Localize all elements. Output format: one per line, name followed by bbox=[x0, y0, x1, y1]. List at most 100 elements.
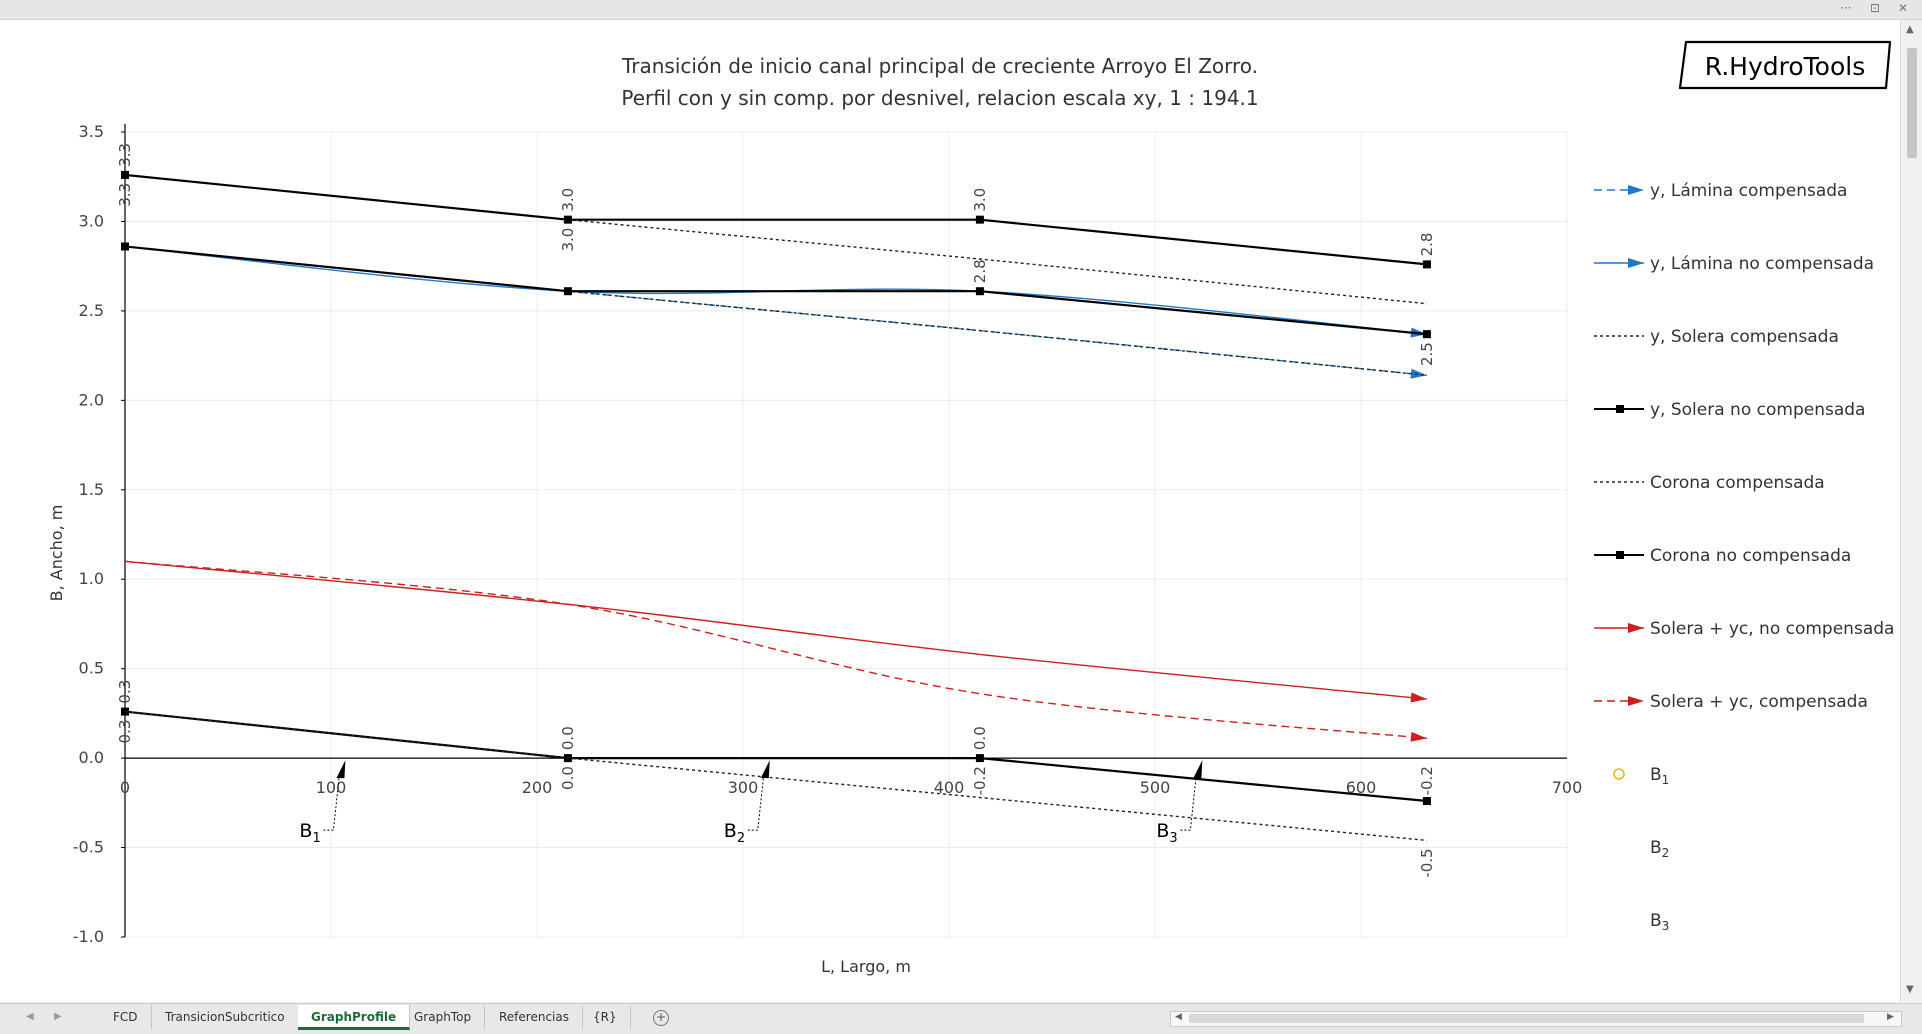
legend[interactable]: y, Lámina compensada y, Lámina no compens… bbox=[1594, 181, 1894, 933]
logo-text: R.HydroTools bbox=[1705, 52, 1866, 81]
legend-marker bbox=[1613, 768, 1625, 780]
add-sheet-button[interactable]: + bbox=[653, 1010, 669, 1026]
data-point bbox=[975, 754, 984, 763]
x-tick-label: 0 bbox=[120, 778, 130, 797]
legend-item-5[interactable]: Corona compensada bbox=[1594, 473, 1825, 493]
horizontal-scrollbar[interactable]: ◀ ▶ bbox=[1170, 1011, 1902, 1027]
next-sheet-icon[interactable]: ▶ bbox=[54, 1011, 62, 1022]
arrow-head bbox=[1410, 368, 1427, 379]
b-markers: B1 B2 B3 bbox=[299, 760, 1203, 846]
tab-transicion-subcritico[interactable]: TransicionSubcritico bbox=[152, 1005, 299, 1029]
data-label: 3.3 bbox=[116, 183, 134, 207]
x-tick-label: 200 bbox=[522, 778, 553, 797]
legend-marker bbox=[1628, 258, 1644, 268]
b-marker-leader bbox=[323, 774, 340, 831]
scroll-right-icon[interactable]: ▶ bbox=[1887, 1012, 1894, 1022]
legend-item-b3[interactable]: B3 bbox=[1650, 911, 1669, 933]
data-point bbox=[563, 215, 572, 224]
tab-r[interactable]: {R} bbox=[580, 1005, 631, 1029]
prev-sheet-icon[interactable]: ◀ bbox=[26, 1011, 34, 1022]
data-point bbox=[1422, 260, 1431, 269]
restore-icon[interactable]: ⊡ bbox=[1870, 1, 1881, 15]
data-label: -0.5 bbox=[1418, 848, 1436, 877]
b-marker-leader bbox=[747, 774, 765, 831]
legend-label: y, Lámina no compensada bbox=[1650, 254, 1874, 274]
chart-area[interactable]: Transición de inicio canal principal de … bbox=[0, 20, 1900, 1002]
close-icon[interactable]: ✕ bbox=[1898, 1, 1909, 15]
y-tick-label: 0.0 bbox=[79, 748, 104, 767]
y-tick-label: -1.0 bbox=[73, 927, 104, 946]
series-6-path bbox=[124, 173, 1428, 266]
legend-item-1[interactable]: y, Lámina compensada bbox=[1594, 181, 1847, 201]
data-label: 0.0 bbox=[559, 726, 577, 750]
scroll-left-icon[interactable]: ◀ bbox=[1175, 1012, 1182, 1022]
data-label: 0.0 bbox=[559, 766, 577, 790]
b-marker-2: B2 bbox=[724, 760, 770, 846]
legend-label: B3 bbox=[1650, 911, 1669, 933]
legend-item-b1[interactable]: B1 bbox=[1613, 765, 1669, 787]
more-icon[interactable]: ··· bbox=[1840, 1, 1852, 15]
series-7 bbox=[124, 560, 1427, 703]
legend-item-3[interactable]: y, Solera compensada bbox=[1594, 327, 1839, 347]
y-tick-label: 3.5 bbox=[79, 122, 104, 141]
lower-line-2-path bbox=[124, 710, 1427, 842]
series-8-path bbox=[124, 560, 1427, 740]
legend-item-8[interactable]: Solera + yc, compensada bbox=[1594, 692, 1868, 712]
tab-graph-profile[interactable]: GraphProfile bbox=[298, 1005, 411, 1030]
legend-item-b2[interactable]: B2 bbox=[1650, 838, 1669, 860]
legend-item-2[interactable]: y, Lámina no compensada bbox=[1594, 254, 1874, 274]
legend-label: B2 bbox=[1650, 838, 1669, 860]
legend-marker bbox=[1616, 405, 1624, 413]
series-4-path bbox=[124, 245, 1428, 336]
y-tick-label: 3.0 bbox=[79, 211, 104, 230]
data-label: 3.3 bbox=[116, 143, 134, 167]
data-label: 2.8 bbox=[1418, 233, 1436, 257]
b-marker-3: B3 bbox=[1156, 760, 1203, 846]
chart-title: Transición de inicio canal principal de … bbox=[621, 54, 1258, 78]
series-1-path bbox=[124, 245, 1427, 376]
x-tick-label: 400 bbox=[934, 778, 965, 797]
tab-graph-top[interactable]: GraphTop bbox=[401, 1005, 486, 1029]
legend-marker bbox=[1616, 551, 1624, 559]
tab-fcd[interactable]: FCD bbox=[100, 1005, 152, 1029]
tab-referencias[interactable]: Referencias bbox=[486, 1005, 583, 1029]
data-label: 0.3 bbox=[116, 720, 134, 744]
data-label: -0.2 bbox=[971, 766, 989, 795]
legend-item-7[interactable]: Solera + yc, no compensada bbox=[1594, 619, 1894, 639]
chart-background bbox=[24, 28, 1894, 1002]
legend-label: y, Lámina compensada bbox=[1650, 181, 1847, 201]
x-tick-label: 300 bbox=[728, 778, 759, 797]
legend-marker bbox=[1628, 696, 1644, 706]
b-marker-leader bbox=[1180, 774, 1197, 831]
y-tick-label: 1.0 bbox=[79, 569, 104, 588]
scroll-up-icon[interactable]: ▲ bbox=[1906, 24, 1914, 35]
b-marker-arrow bbox=[1193, 760, 1203, 779]
data-point bbox=[563, 287, 572, 296]
data-label: 3.0 bbox=[971, 188, 989, 212]
series bbox=[121, 170, 1431, 842]
chart-subtitle: Perfil con y sin comp. por desnivel, rel… bbox=[621, 86, 1258, 110]
arrow-head bbox=[1410, 731, 1427, 742]
horizontal-scroll-thumb[interactable] bbox=[1189, 1014, 1864, 1023]
x-tick-label: 500 bbox=[1140, 778, 1171, 797]
lower-line-2 bbox=[124, 710, 1427, 842]
legend-item-4[interactable]: y, Solera no compensada bbox=[1594, 400, 1865, 420]
data-label: 3.0 bbox=[559, 188, 577, 212]
data-label: 0.0 bbox=[971, 726, 989, 750]
vertical-scrollbar[interactable]: ▲ ▼ bbox=[1903, 20, 1922, 1002]
b-marker-arrow bbox=[336, 760, 346, 779]
sheet-tab-bar: ◀ ▶ FCD TransicionSubcritico GraphProfil… bbox=[0, 1003, 1922, 1034]
vertical-scroll-thumb[interactable] bbox=[1907, 48, 1917, 158]
legend-label: y, Solera compensada bbox=[1650, 327, 1839, 347]
data-point bbox=[121, 170, 129, 179]
series-8 bbox=[124, 560, 1427, 742]
scroll-down-icon[interactable]: ▼ bbox=[1906, 984, 1914, 995]
legend-item-6[interactable]: Corona no compensada bbox=[1594, 546, 1851, 566]
b-marker-label: B2 bbox=[724, 820, 745, 846]
legend-label: B1 bbox=[1650, 765, 1669, 787]
data-label: 3.0 bbox=[559, 228, 577, 252]
y-tick-label: -0.5 bbox=[73, 838, 104, 857]
x-tick-label: 600 bbox=[1346, 778, 1377, 797]
legend-label: y, Solera no compensada bbox=[1650, 400, 1865, 420]
legend-label: Corona no compensada bbox=[1650, 546, 1851, 566]
